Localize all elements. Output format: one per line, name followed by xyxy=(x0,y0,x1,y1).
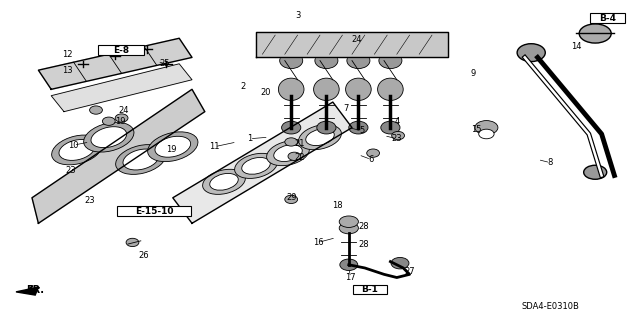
Ellipse shape xyxy=(102,117,115,125)
Text: 14: 14 xyxy=(571,42,581,51)
Ellipse shape xyxy=(278,78,304,100)
Text: 10: 10 xyxy=(68,141,79,150)
Text: 23: 23 xyxy=(84,197,95,205)
Ellipse shape xyxy=(242,158,270,174)
Text: 15: 15 xyxy=(472,125,482,134)
Text: 1: 1 xyxy=(247,134,252,143)
Ellipse shape xyxy=(346,78,371,100)
Polygon shape xyxy=(256,32,448,57)
Text: 11: 11 xyxy=(209,142,220,151)
Ellipse shape xyxy=(579,24,611,43)
Ellipse shape xyxy=(91,127,127,148)
Text: 17: 17 xyxy=(346,273,356,282)
Text: 19: 19 xyxy=(115,117,125,126)
Text: 25: 25 xyxy=(160,59,170,68)
Text: 24: 24 xyxy=(352,35,362,44)
Ellipse shape xyxy=(123,149,159,170)
Text: 13: 13 xyxy=(62,66,72,75)
Text: 2: 2 xyxy=(241,82,246,91)
Ellipse shape xyxy=(235,153,277,178)
Polygon shape xyxy=(173,102,352,223)
Text: FR.: FR. xyxy=(26,285,44,295)
Ellipse shape xyxy=(282,121,301,134)
Text: 21: 21 xyxy=(294,139,305,148)
Ellipse shape xyxy=(317,121,336,134)
Ellipse shape xyxy=(315,53,338,69)
Text: 16: 16 xyxy=(313,238,323,247)
Ellipse shape xyxy=(347,53,370,69)
Text: 19: 19 xyxy=(166,145,177,154)
Polygon shape xyxy=(32,89,205,223)
Text: B-1: B-1 xyxy=(362,285,378,294)
Ellipse shape xyxy=(339,216,358,227)
Ellipse shape xyxy=(340,259,358,271)
Text: 9: 9 xyxy=(471,69,476,78)
Text: 23: 23 xyxy=(65,166,76,175)
Ellipse shape xyxy=(378,78,403,100)
Ellipse shape xyxy=(280,53,303,69)
Ellipse shape xyxy=(116,145,166,174)
Text: 29: 29 xyxy=(286,193,296,202)
Ellipse shape xyxy=(285,138,298,146)
Text: 22: 22 xyxy=(294,153,305,162)
Ellipse shape xyxy=(52,135,102,165)
Ellipse shape xyxy=(148,132,198,162)
Polygon shape xyxy=(38,38,192,89)
Text: B-4: B-4 xyxy=(599,14,616,23)
Ellipse shape xyxy=(381,121,400,134)
Ellipse shape xyxy=(155,136,191,157)
Text: 6: 6 xyxy=(369,155,374,164)
Text: 5: 5 xyxy=(359,126,364,135)
Text: 18: 18 xyxy=(332,201,342,210)
Ellipse shape xyxy=(367,149,380,157)
Text: E-15-10: E-15-10 xyxy=(135,207,173,216)
Ellipse shape xyxy=(479,129,494,139)
Ellipse shape xyxy=(210,174,238,190)
Text: 28: 28 xyxy=(358,222,369,231)
FancyBboxPatch shape xyxy=(117,206,191,216)
Ellipse shape xyxy=(115,114,128,122)
Polygon shape xyxy=(51,64,192,112)
FancyBboxPatch shape xyxy=(590,13,625,23)
Ellipse shape xyxy=(126,238,139,247)
Text: 28: 28 xyxy=(358,240,369,249)
Text: 8: 8 xyxy=(548,158,553,167)
Ellipse shape xyxy=(267,141,309,166)
Ellipse shape xyxy=(349,121,368,134)
Ellipse shape xyxy=(517,44,545,62)
Text: 20: 20 xyxy=(260,88,271,97)
Ellipse shape xyxy=(392,131,404,140)
Text: 24: 24 xyxy=(118,106,129,115)
Ellipse shape xyxy=(391,257,409,269)
Ellipse shape xyxy=(59,139,95,160)
Ellipse shape xyxy=(90,106,102,114)
Ellipse shape xyxy=(379,53,402,69)
Ellipse shape xyxy=(203,169,245,194)
Text: 7: 7 xyxy=(343,104,348,113)
Text: 23: 23 xyxy=(392,134,402,143)
Text: 3: 3 xyxy=(295,11,300,20)
Text: SDA4-E0310B: SDA4-E0310B xyxy=(522,302,579,311)
FancyBboxPatch shape xyxy=(353,285,387,294)
Ellipse shape xyxy=(299,125,341,150)
Ellipse shape xyxy=(285,195,298,204)
Text: 26: 26 xyxy=(139,251,149,260)
Text: 4: 4 xyxy=(394,117,399,126)
Polygon shape xyxy=(16,287,38,295)
Text: 27: 27 xyxy=(404,267,415,276)
Ellipse shape xyxy=(339,222,358,234)
Ellipse shape xyxy=(84,122,134,152)
Ellipse shape xyxy=(314,78,339,100)
FancyBboxPatch shape xyxy=(98,45,144,55)
Ellipse shape xyxy=(288,152,301,160)
Text: 12: 12 xyxy=(62,50,72,59)
Text: E-8: E-8 xyxy=(113,46,129,55)
Ellipse shape xyxy=(306,129,334,145)
Ellipse shape xyxy=(274,145,302,161)
Ellipse shape xyxy=(475,121,498,135)
Ellipse shape xyxy=(584,165,607,179)
